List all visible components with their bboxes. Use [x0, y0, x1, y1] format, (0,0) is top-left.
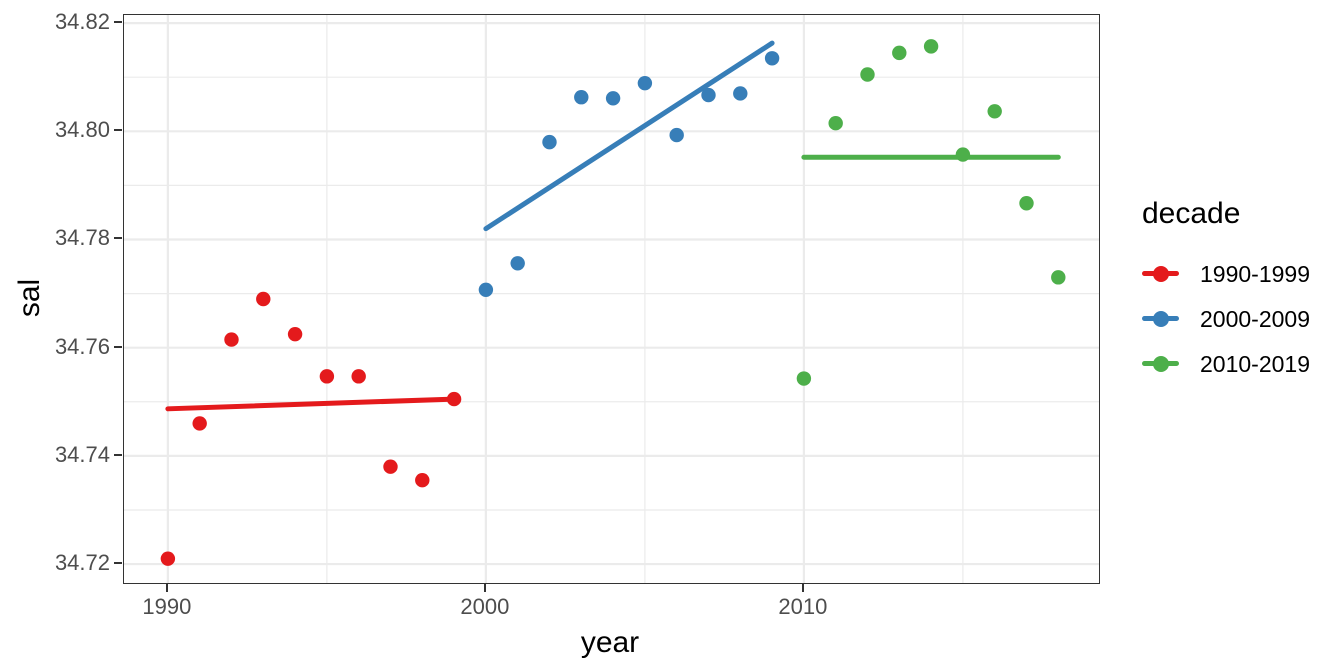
data-point-2000-2009-2002 — [542, 134, 557, 150]
data-point-2000-2009-2001 — [510, 256, 525, 271]
x-tick-mark-2010 — [801, 584, 804, 592]
data-point-2010-2019-2018 — [1051, 270, 1066, 285]
legend-key-dot-1990-1999 — [1152, 265, 1169, 282]
legend-entry-2010-2019: 2010-2019 — [1142, 341, 1310, 386]
y-tick-mark-34.76 — [114, 345, 122, 348]
data-point-2000-2009-2007 — [701, 87, 716, 103]
data-point-1990-1999-1994 — [287, 326, 303, 342]
data-point-1990-1999-1995 — [319, 369, 335, 384]
legend-entries: 1990-1999 2000-2009 2010-2019 — [1142, 251, 1310, 386]
legend: decade 1990-1999 2000-2009 2010-2019 — [1142, 196, 1310, 386]
y-tick-mark-34.74 — [114, 453, 122, 456]
data-point-2010-2019-2015 — [955, 147, 971, 162]
y-tick-label-34.78: 34.78 — [54, 225, 110, 251]
legend-key-dot-2000-2009 — [1152, 310, 1169, 327]
data-point-1990-1999-1991 — [192, 416, 207, 431]
data-point-2000-2009-2003 — [574, 90, 589, 105]
legend-key-icon-2000-2009 — [1142, 310, 1179, 327]
data-point-1990-1999-1997 — [383, 459, 398, 474]
legend-entry-1990-1999: 1990-1999 — [1142, 251, 1310, 296]
x-axis-title: year — [580, 626, 640, 659]
data-point-2010-2019-2010 — [796, 371, 812, 386]
data-point-2000-2009-2000 — [478, 282, 494, 298]
data-point-2010-2019-2017 — [1019, 196, 1034, 211]
y-tick-label-34.82: 34.82 — [54, 9, 110, 35]
x-tick-mark-1990 — [165, 584, 168, 592]
legend-title: decade — [1142, 197, 1241, 230]
data-point-1990-1999-1993 — [256, 291, 271, 307]
y-tick-mark-34.80 — [114, 129, 122, 132]
legend-label-2010-2019: 2010-2019 — [1200, 350, 1310, 377]
legend-key-dot-2010-2019 — [1152, 355, 1169, 372]
y-tick-label-34.72: 34.72 — [54, 550, 110, 576]
y-tick-label-34.80: 34.80 — [54, 117, 110, 143]
data-point-2010-2019-2013 — [892, 45, 907, 61]
legend-key-icon-1990-1999 — [1142, 265, 1179, 282]
x-tick-label-1990: 1990 — [142, 594, 192, 619]
y-tick-label-34.76: 34.76 — [54, 333, 110, 359]
data-point-2000-2009-2004 — [605, 91, 621, 106]
data-point-2000-2009-2008 — [733, 86, 748, 101]
data-point-1990-1999-1998 — [415, 473, 430, 488]
data-point-2000-2009-2006 — [669, 127, 684, 143]
y-axis-title: sal — [13, 278, 46, 318]
data-point-1990-1999-1999 — [446, 391, 462, 407]
y-tick-mark-34.78 — [114, 237, 122, 240]
data-point-1990-1999-1996 — [351, 369, 366, 384]
data-point-2000-2009-2005 — [637, 75, 653, 91]
plot-panel — [123, 14, 1100, 584]
data-point-1990-1999-1990 — [160, 551, 176, 566]
trend-line-2000-2009 — [483, 40, 775, 232]
data-point-2010-2019-2016 — [987, 104, 1002, 119]
legend-key-icon-2010-2019 — [1142, 355, 1179, 372]
legend-label-1990-1999: 1990-1999 — [1200, 260, 1310, 287]
legend-label-2000-2009: 2000-2009 — [1200, 305, 1310, 332]
trend-line-1990-1999 — [165, 396, 457, 412]
data-point-2000-2009-2009 — [764, 51, 780, 66]
plot-area-svg — [124, 15, 1099, 583]
y-tick-mark-34.72 — [114, 562, 122, 565]
data-point-1990-1999-1992 — [224, 332, 239, 347]
x-tick-label-2000: 2000 — [460, 594, 510, 619]
data-point-2010-2019-2012 — [860, 67, 875, 82]
legend-entry-2000-2009: 2000-2009 — [1142, 296, 1310, 341]
data-point-2010-2019-2011 — [828, 115, 843, 131]
x-tick-label-2010: 2010 — [778, 594, 828, 619]
x-tick-mark-2000 — [483, 584, 486, 592]
data-point-2010-2019-2014 — [923, 39, 939, 54]
y-tick-label-34.74: 34.74 — [54, 441, 110, 467]
y-tick-mark-34.82 — [114, 21, 122, 24]
